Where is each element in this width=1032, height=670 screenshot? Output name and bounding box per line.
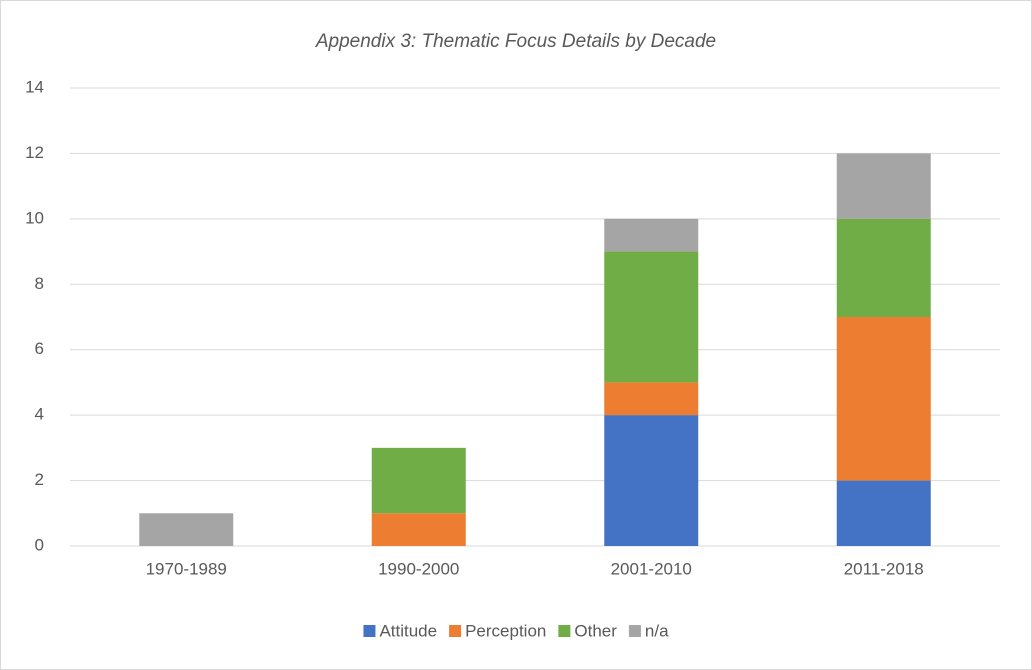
bar-segment (139, 513, 234, 546)
x-tick-label: 1990-2000 (378, 559, 459, 578)
bar-segment (836, 218, 931, 317)
y-tick-label: 4 (35, 405, 44, 424)
y-tick-label: 2 (35, 470, 44, 489)
bar-segment (604, 218, 699, 252)
legend-label: n/a (645, 621, 669, 640)
bar-segment (836, 317, 931, 481)
legend-swatch (363, 625, 376, 637)
bar-segment (604, 251, 699, 383)
chart-title: Appendix 3: Thematic Focus Details by De… (315, 31, 716, 52)
bar-segment (604, 382, 699, 416)
bar-segment (371, 513, 466, 546)
x-tick-label: 1970-1989 (146, 559, 227, 578)
legend-swatch (628, 625, 641, 637)
bar-segment (371, 447, 466, 514)
legend-label: Attitude (379, 621, 437, 640)
legend-label: Perception (465, 621, 546, 640)
y-tick-label: 12 (25, 143, 44, 162)
x-tick-label: 2001-2010 (611, 559, 692, 578)
bar-segment (836, 153, 931, 219)
y-tick-label: 10 (25, 208, 44, 227)
y-tick-label: 0 (35, 535, 44, 554)
x-tick-label: 2011-2018 (844, 559, 924, 578)
legend-swatch (449, 625, 462, 637)
y-tick-label: 8 (35, 274, 44, 293)
y-tick-label: 6 (35, 339, 44, 358)
bar-segment (604, 415, 699, 546)
bar-segment (836, 480, 931, 546)
y-tick-label: 14 (25, 77, 44, 96)
legend-label: Other (574, 621, 617, 640)
legend-swatch (558, 625, 571, 637)
